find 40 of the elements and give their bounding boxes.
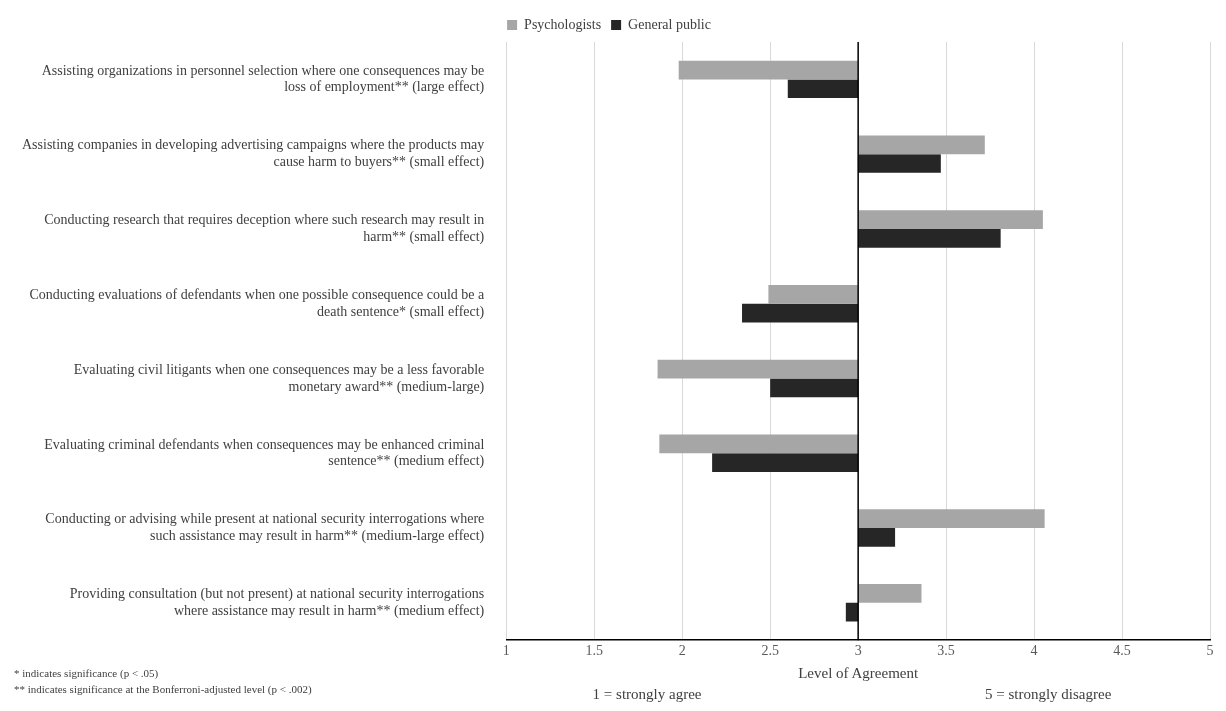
x-tick-label: 2: [678, 643, 686, 659]
bar: [768, 285, 859, 304]
text: 1 = strongly agree: [592, 686, 702, 702]
x-tick-label: 1.5: [585, 643, 603, 659]
y-tick-label: Conducting evaluations of defendants when one possible consequence could be a death sentence* (small effect): [29, 286, 486, 320]
bar: [657, 359, 859, 379]
x-tick-label: 4.5: [1113, 643, 1131, 659]
bar: [742, 303, 859, 323]
x-tick-label: 3.5: [937, 643, 955, 659]
x-tick-label: 3: [854, 643, 862, 659]
x-axis-title: Level of Agreement: [798, 664, 919, 681]
x-tick-label: 2.5: [761, 643, 779, 659]
y-tick-label: Assisting companies in developing advertising campaigns where the products may cause harm to buyers** (small effect): [21, 137, 485, 171]
bar: [712, 453, 859, 472]
y-tick-label: Providing consultation (but not present) at national security interrogations where assistance may result in harm** (medium effect): [69, 586, 485, 619]
bar: [858, 584, 922, 603]
bar: [858, 509, 1045, 529]
text: 5 = strongly disagree: [984, 686, 1112, 702]
x-tick-label: 5: [1206, 643, 1214, 659]
bar: [678, 60, 859, 80]
x-tick-label: 1: [502, 643, 510, 659]
bar: [845, 602, 859, 622]
text: * indicates significance (p < .05): [14, 667, 159, 680]
x-tick-label: 4: [1030, 643, 1038, 659]
bar: [770, 378, 859, 398]
bar: [858, 135, 985, 155]
bar: [787, 79, 859, 99]
legend-label: Psychologists: [524, 16, 602, 32]
bar: [858, 154, 941, 173]
legend-label: General public: [628, 16, 711, 32]
y-tick-label: Conducting or advising while present at national security interrogations where such assistance may result in harm** (medium-large effect): [45, 511, 485, 545]
y-tick-label: Evaluating civil litigants when one consequences may be a less favorable monetary award** (medium-large): [73, 361, 485, 395]
bar: [858, 210, 1043, 229]
y-tick-label: Assisting organizations in personnel selection where one consequences may be loss of employment** (large effect): [41, 62, 485, 96]
y-tick-label: Evaluating criminal defendants when consequences may be enhanced criminal sentence** (medium effect): [44, 436, 485, 470]
bar: [659, 434, 859, 454]
y-tick-label: Conducting research that requires deception where such research may result in harm** (small effect): [44, 212, 485, 246]
bar: [858, 228, 1001, 248]
bar: [858, 528, 896, 547]
text: ** indicates significance at the Bonferroni-adjusted level (p < .002): [14, 683, 312, 696]
